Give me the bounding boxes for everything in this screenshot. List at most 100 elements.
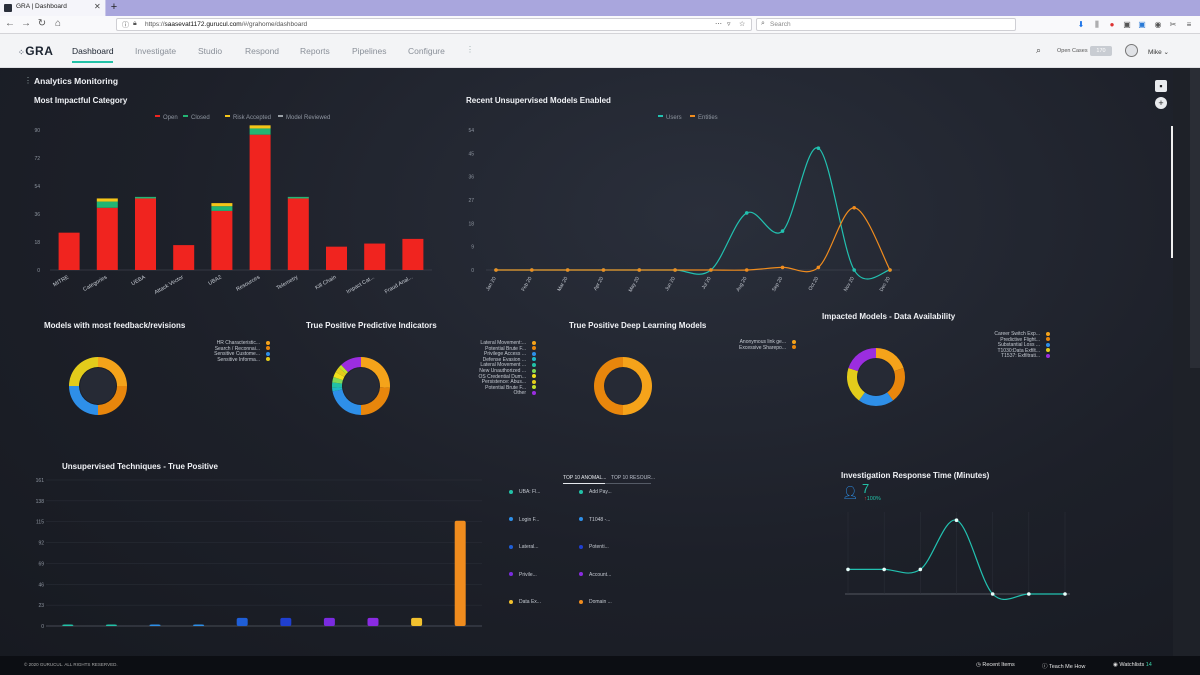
back-icon[interactable]: ← (5, 18, 15, 29)
nav-studio[interactable]: Studio (198, 46, 223, 56)
close-tab-icon[interactable]: ✕ (94, 2, 101, 11)
browser-tab[interactable]: GRA | Dashboard ✕ (0, 0, 106, 16)
legend-item[interactable]: HR Characteristic... (217, 340, 270, 346)
anomaly-item[interactable]: Potenti... (579, 544, 609, 550)
anomaly-item[interactable]: Account... (579, 572, 611, 578)
library-icon[interactable]: ⫼ (1095, 20, 1099, 29)
legend-dot (1046, 331, 1050, 336)
anomaly-item[interactable]: Add Pay... (579, 489, 612, 495)
technique-bar (411, 617, 423, 626)
site-info-icon[interactable]: ⓘ (122, 22, 129, 29)
legend-item[interactable]: Potential Brute F... (485, 385, 536, 391)
impactful-bar-chart: Open Closed Risk Accepted Model Reviewed 0 18… (34, 115, 432, 296)
open-cases-count[interactable]: 170 (1090, 46, 1112, 56)
page-actions-icon[interactable]: ⋯ (715, 21, 722, 28)
legend-dot (532, 374, 536, 379)
legend-dot (532, 351, 536, 356)
legend-item[interactable]: Sensitive Custome... (214, 351, 270, 357)
user-avatar[interactable] (1125, 44, 1138, 57)
legend-dot (1046, 348, 1050, 353)
account-icon[interactable]: ◉ (1154, 20, 1162, 29)
x-tick-label: Aug 20 (735, 276, 748, 293)
widget-title-tp-predictive: True Positive Predictive Indicators (306, 321, 437, 330)
forward-icon[interactable]: → (21, 18, 31, 29)
extension2-icon[interactable]: ▣ (1138, 20, 1146, 29)
download-icon[interactable]: ⬇ (1077, 20, 1085, 29)
adblock-icon[interactable]: ● (1109, 20, 1115, 29)
legend-label: Potential Brute F... (485, 384, 526, 391)
donut-slice (338, 364, 348, 374)
dashboard-canvas (0, 68, 1173, 656)
anomaly-item[interactable]: Lateral... (509, 544, 538, 550)
scrollbar-thumb[interactable] (1171, 126, 1173, 258)
data-point (990, 592, 995, 596)
anomaly-item[interactable]: T1048 -... (579, 517, 610, 523)
donut-slice (69, 386, 98, 415)
extension-icon[interactable]: ▣ (1123, 20, 1131, 29)
legend-item[interactable]: T1537: Exfiltrati... (1001, 353, 1050, 359)
add-widget-icon[interactable]: + (1155, 97, 1167, 109)
legend-item[interactable]: Lateral Movement:... (480, 340, 536, 346)
legend-item[interactable]: Search / Reconnai... (215, 346, 270, 352)
legend-label: Sensitive Informa... (217, 356, 260, 363)
app-search-icon[interactable]: ⌕ (1036, 45, 1042, 55)
pocket-icon[interactable]: ▿ (727, 21, 731, 28)
legend-item[interactable]: Other (513, 390, 536, 396)
impacted-donut-chart (847, 348, 905, 406)
home-icon[interactable]: ⌂ (54, 18, 62, 29)
nav-configure[interactable]: Configure (408, 46, 445, 56)
legend-item[interactable]: Career Switch Exp... (994, 331, 1050, 337)
app-logo[interactable]: ⁘GRA (18, 44, 54, 58)
anomaly-item[interactable]: Privile... (509, 572, 537, 578)
bookmark-star-icon[interactable]: ☆ (739, 21, 746, 28)
save-layout-icon[interactable]: ▪ (1155, 80, 1167, 92)
legend-item[interactable]: OS Credential Dum... (478, 374, 536, 380)
anomaly-item[interactable]: Domain ... (579, 599, 612, 605)
legend-item[interactable]: Predictive Flight... (1000, 337, 1050, 343)
tab-top-resources[interactable]: TOP 10 RESOUR... (611, 475, 655, 481)
legend-item[interactable]: Privilege Access ... (484, 351, 536, 357)
nav-dashboard[interactable]: Dashboard (72, 46, 114, 56)
legend-dot (532, 346, 536, 351)
legend-item[interactable]: Anonymous link ge... (740, 339, 796, 345)
watchlists-link[interactable]: ◉ Watchlists 14 (1113, 662, 1152, 668)
address-bar[interactable]: ⓘ 🔒︎ https://saasevat1172.gurucul.com/#/… (116, 18, 752, 31)
nav-investigate[interactable]: Investigate (135, 46, 177, 56)
anomaly-item[interactable]: UBA: Fl... (509, 489, 540, 495)
anomaly-dot (579, 599, 583, 604)
anomaly-item[interactable]: Data Ex... (509, 599, 541, 605)
hamburger-menu-icon[interactable]: ≡ (1186, 20, 1192, 29)
lock-icon: 🔒︎ (133, 20, 137, 27)
legend-item[interactable]: Defense Evasion ... (483, 357, 536, 363)
data-point (637, 268, 642, 272)
user-menu[interactable]: Mike ⌄ (1148, 49, 1169, 56)
x-tick-label: Dec 20 (879, 276, 892, 293)
legend-item[interactable]: Sensitive Informa... (217, 357, 270, 363)
teach-me-link[interactable]: ⓘ Teach Me How (1042, 664, 1086, 670)
legend-item[interactable]: T1030:Data Exfilt... (997, 348, 1050, 354)
screenshot-icon[interactable]: ✂ (1169, 20, 1177, 29)
legend-item[interactable]: Potential Brute F... (485, 346, 536, 352)
right-scroll-panel[interactable] (1190, 68, 1200, 368)
nav-respond[interactable]: Respond (245, 46, 280, 56)
donut-slice (623, 357, 652, 415)
y-tick: 0 (41, 624, 44, 630)
legend-item[interactable]: Substantial Loss ... (998, 342, 1050, 348)
browser-search-field[interactable]: ⌕ Search (756, 18, 1016, 31)
new-tab-button[interactable]: + (110, 1, 118, 13)
open-cases-label[interactable]: Open Cases (1057, 48, 1088, 54)
recent-items-link[interactable]: ◷ Recent Items (976, 662, 1015, 668)
legend-dot (266, 357, 270, 362)
tab-top-anomalies[interactable]: TOP 10 ANOMAL... (563, 475, 607, 481)
anomaly-item[interactable]: Login F... (509, 517, 539, 523)
legend-item[interactable]: Excessive Sharepo... (739, 345, 796, 351)
reload-icon[interactable]: ↻ (37, 18, 47, 29)
legend-item[interactable]: Lateral Movement ... (480, 362, 536, 368)
legend-label-3: Model Reviewed (286, 115, 330, 121)
nav-pipelines[interactable]: Pipelines (352, 46, 387, 56)
nav-reports[interactable]: Reports (300, 46, 330, 56)
legend-item[interactable]: Persistence: Abus... (482, 379, 536, 385)
legend-item[interactable]: New Unauthorized ... (479, 368, 536, 374)
anomaly-dot (579, 544, 583, 549)
drag-handle-icon[interactable]: ⋮ (24, 76, 32, 85)
